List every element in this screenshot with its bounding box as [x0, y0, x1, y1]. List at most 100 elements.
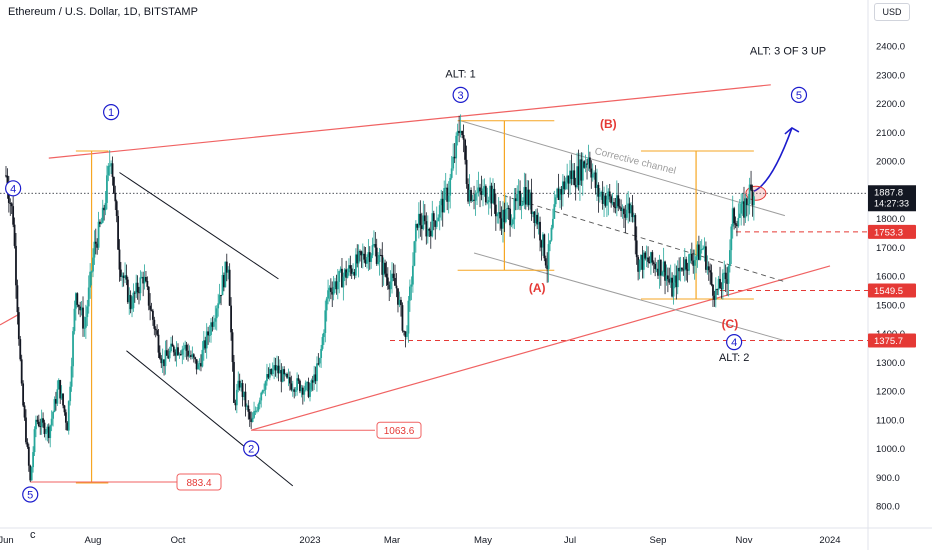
candle-body — [59, 380, 62, 399]
candle-body — [80, 307, 83, 311]
candle-body — [401, 305, 404, 331]
candle-body — [324, 310, 327, 333]
candle-body — [119, 269, 122, 277]
candle-body — [97, 221, 100, 248]
candle-body — [104, 202, 107, 211]
candle-body — [423, 215, 426, 222]
wave-1-label-ring — [103, 104, 120, 121]
candle-body — [729, 250, 731, 267]
candle-body — [359, 251, 361, 253]
candle-body — [290, 383, 293, 390]
candle-body — [520, 204, 523, 206]
candle-body — [638, 259, 641, 272]
candle-body — [168, 351, 171, 359]
candle-body — [523, 187, 526, 203]
currency-button[interactable]: USD — [874, 3, 910, 21]
candle-body — [590, 168, 593, 178]
candle-body — [341, 268, 343, 288]
candle-body — [171, 343, 174, 347]
candle-body — [522, 202, 524, 205]
candle-body — [596, 184, 598, 188]
candle-body — [651, 252, 654, 263]
candle-body — [452, 156, 455, 169]
candle-body — [118, 249, 121, 270]
alt-3-of-3-label: ALT: 3 OF 3 UP — [750, 46, 826, 58]
candle-body — [500, 218, 503, 229]
candle-body — [314, 374, 317, 382]
candle-body — [707, 266, 710, 271]
candle-body — [513, 198, 516, 220]
y-tick-label: 1500.0 — [876, 300, 905, 311]
candle-body — [384, 262, 386, 274]
last-price-tag — [868, 185, 916, 212]
left-trendline-stub — [0, 314, 19, 326]
candle-body — [131, 308, 133, 310]
candle-body — [461, 130, 464, 136]
candle-body — [426, 228, 429, 237]
candle-body — [584, 163, 587, 168]
y-tick-label: 1800.0 — [876, 214, 905, 225]
candle-body — [601, 191, 604, 204]
candle-body — [281, 369, 284, 382]
candle-body — [628, 203, 631, 214]
candle-body — [679, 267, 682, 272]
candle-body — [277, 365, 280, 374]
candle-body — [614, 207, 617, 209]
candle-body — [624, 214, 627, 218]
candle-body — [603, 195, 605, 204]
candle-body — [519, 190, 521, 206]
candle-body — [593, 172, 596, 174]
candle-body — [449, 177, 452, 196]
candle-body — [748, 184, 751, 204]
candle-body — [163, 359, 165, 367]
candle-body — [258, 400, 261, 405]
candle-body — [266, 374, 268, 382]
y-tick-label: 1700.0 — [876, 243, 905, 254]
candle-body — [747, 203, 750, 206]
candles-layer[interactable] — [5, 114, 755, 483]
candle-body — [640, 254, 642, 260]
candle-body — [607, 191, 610, 200]
candle-body — [533, 211, 536, 224]
candle-body — [375, 247, 378, 264]
candle-body — [79, 306, 82, 311]
candle-body — [700, 249, 703, 251]
candle-body — [630, 205, 632, 214]
candle-body — [507, 207, 510, 209]
candle-body — [600, 191, 603, 195]
candle-body — [554, 197, 557, 205]
candle-body — [464, 139, 466, 160]
candle-body — [284, 373, 287, 375]
corrective-channel-bottom — [473, 252, 786, 342]
alt-1-label: ALT: 1 — [445, 69, 475, 81]
y-tick-label: 2000.0 — [876, 157, 905, 168]
candle-body — [496, 214, 499, 217]
candle-body — [320, 348, 323, 358]
x-tick-label: 2024 — [819, 535, 840, 546]
candle-body — [111, 163, 114, 177]
candle-body — [710, 272, 713, 285]
candle-body — [92, 257, 94, 272]
y-axis[interactable]: 2400.02300.02200.02100.02000.01900.01800… — [876, 42, 905, 513]
candle-body — [227, 269, 230, 273]
candle-body — [233, 362, 235, 403]
candle-body — [579, 159, 581, 186]
candle-body — [124, 275, 126, 278]
candle-body — [641, 254, 644, 270]
candle-body — [385, 273, 388, 278]
y-tick-label: 900.0 — [876, 473, 900, 484]
candle-body — [270, 369, 273, 375]
candle-body — [721, 273, 724, 290]
candle-body — [310, 380, 313, 390]
candle-body — [621, 208, 624, 212]
candle-body — [705, 246, 707, 270]
candle-body — [529, 192, 531, 206]
candle-body — [712, 284, 714, 296]
candle-body — [378, 254, 381, 263]
x-axis[interactable]: Jun Aug Oct 2023 Mar May Jul Sep Nov 2024 — [0, 535, 841, 546]
candle-body — [50, 418, 53, 426]
candle-body — [201, 349, 204, 367]
candle-body — [456, 130, 459, 136]
